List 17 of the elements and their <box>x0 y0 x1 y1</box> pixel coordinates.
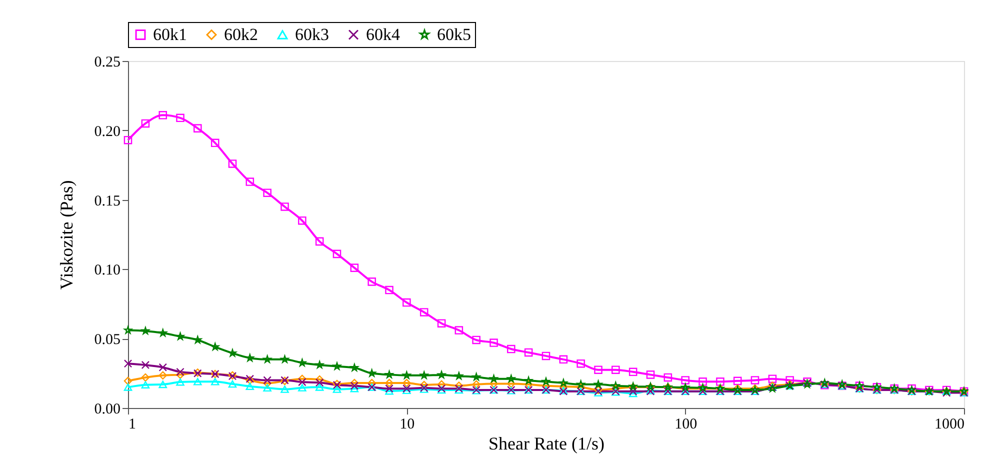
y-tick-label: 0.15 <box>94 193 120 210</box>
y-tick-label: 0.00 <box>94 402 120 418</box>
legend-label: 60k4 <box>366 24 400 44</box>
x-tick-label: 1000 <box>934 416 964 432</box>
x-axis-title: Shear Rate (1/s) <box>488 434 604 454</box>
y-tick-label: 0.10 <box>94 262 120 279</box>
x-tick-label: 1 <box>128 416 136 432</box>
y-tick-label: 0.25 <box>94 54 120 70</box>
y-tick-label: 0.05 <box>94 332 120 348</box>
legend-label: 60k2 <box>224 24 258 44</box>
y-tick-label: 0.20 <box>94 124 120 140</box>
legend-label: 60k3 <box>295 24 329 44</box>
x-tick-label: 100 <box>674 416 698 432</box>
x-tick-label: 10 <box>400 416 415 432</box>
legend-label: 60k1 <box>153 24 187 44</box>
legend-label: 60k5 <box>437 24 471 44</box>
y-axis-title: Viskozite (Pas) <box>56 180 76 290</box>
